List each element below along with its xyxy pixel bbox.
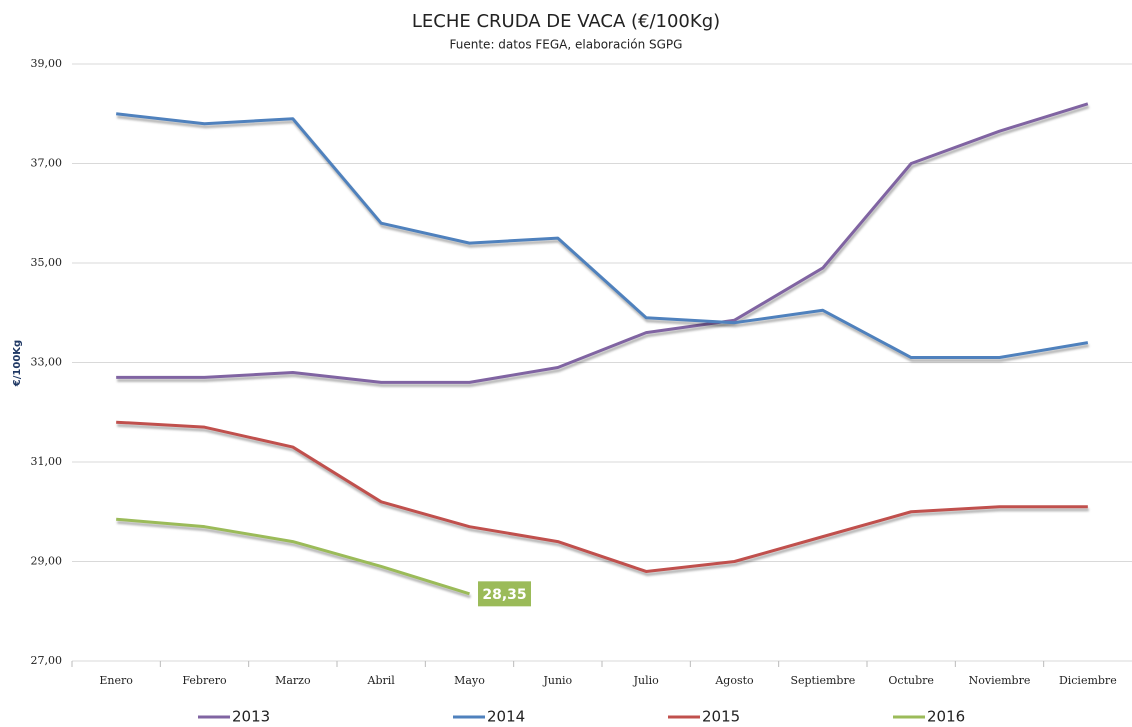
y-tick-label: 35,00 (31, 256, 63, 269)
series-line (116, 420, 1088, 573)
x-tick-label: Diciembre (1059, 674, 1117, 687)
y-tick-label: 39,00 (31, 57, 63, 70)
y-tick-label: 33,00 (31, 356, 63, 369)
chart-title: LECHE CRUDA DE VACA (€/100Kg) (412, 11, 720, 32)
x-tick-label: Septiembre (790, 674, 855, 687)
x-tick-label: Febrero (182, 674, 227, 687)
x-tick-label: Agosto (714, 674, 754, 687)
legend-label: 2015 (702, 708, 740, 726)
series-line (115, 112, 1089, 360)
chart-subtitle: Fuente: datos FEGA, elaboración SGPG (450, 38, 683, 52)
x-tick-label: Marzo (275, 674, 311, 687)
x-tick-label: Octubre (888, 674, 934, 687)
x-tick-label: Enero (99, 674, 133, 687)
y-tick-label: 37,00 (31, 157, 63, 170)
y-tick-label: 27,00 (31, 654, 63, 667)
data-label-box (477, 580, 532, 608)
x-tick-label: Julio (633, 674, 660, 687)
x-tick-label: Junio (542, 674, 572, 687)
x-tick-label: Abril (367, 674, 396, 687)
series-line (116, 102, 1089, 384)
y-axis-label: €/100Kg (12, 340, 23, 387)
y-tick-label: 31,00 (31, 455, 63, 468)
legend-label: 2014 (487, 708, 525, 726)
data-label: 28,35 (482, 587, 526, 603)
legend-label: 2013 (232, 708, 270, 726)
series-line (116, 517, 470, 596)
y-tick-label: 29,00 (31, 555, 63, 568)
legend-label: 2016 (927, 708, 965, 726)
x-tick-label: Noviembre (969, 674, 1031, 687)
x-tick-label: Mayo (454, 674, 485, 687)
